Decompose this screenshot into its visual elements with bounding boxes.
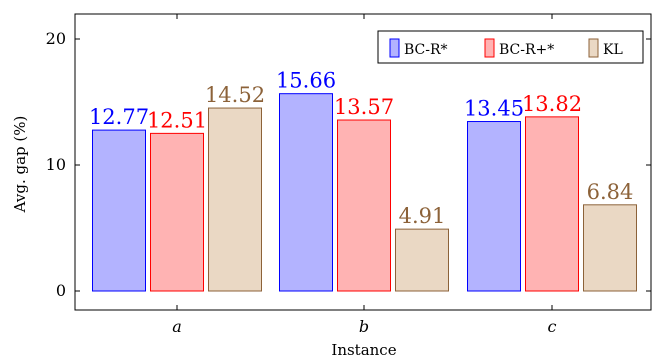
x-axis-label: Instance	[331, 341, 396, 359]
tick-marks	[75, 14, 651, 310]
bar-b-series-3	[395, 228, 449, 292]
bars	[92, 93, 637, 292]
x-tick-label-b: b	[359, 317, 369, 336]
y-tick-label-10: 10	[46, 155, 66, 174]
data-labels: 12.77 15.66 13.45 12.51 13.57 13.82 14.52 4.91 6…	[89, 69, 633, 228]
data-label-b-series-2: 13.57	[334, 95, 394, 119]
bar-c-series-3	[583, 204, 637, 292]
bar-a-series-1	[92, 129, 146, 292]
bar-b-series-2	[337, 119, 391, 292]
y-axis-label: Avg. gap (%)	[11, 116, 29, 214]
bar-a-series-3	[208, 107, 262, 292]
bar-a-series-2	[150, 132, 204, 292]
legend-label-1: BC-R*	[404, 42, 448, 58]
legend-label-2: BC-R+*	[499, 42, 554, 58]
data-label-a-series-3: 14.52	[205, 83, 265, 107]
data-label-a-series-1: 12.77	[89, 105, 149, 129]
data-label-c-series-3: 6.84	[587, 180, 634, 204]
legend: BC-R* BC-R+* KL	[377, 30, 644, 64]
legend-swatch-1	[389, 38, 400, 58]
legend-swatch-3	[588, 38, 599, 58]
bar-c-series-1	[467, 121, 521, 292]
y-tick-label-0: 0	[56, 281, 66, 300]
bar-c-series-2	[525, 116, 579, 292]
plot-frame	[74, 13, 652, 311]
data-label-b-series-3: 4.91	[399, 204, 446, 228]
legend-box	[377, 30, 644, 64]
legend-swatch-2	[484, 38, 495, 58]
x-tick-label-c: c	[548, 317, 557, 336]
bar-b-series-1	[279, 93, 333, 292]
data-label-c-series-1: 13.45	[464, 97, 524, 121]
data-label-c-series-2: 13.82	[522, 92, 582, 116]
data-label-a-series-2: 12.51	[147, 108, 207, 132]
legend-label-3: KL	[603, 42, 623, 58]
data-label-b-series-1: 15.66	[276, 69, 336, 93]
y-tick-label-20: 20	[46, 29, 66, 48]
x-tick-label-a: a	[172, 317, 182, 336]
